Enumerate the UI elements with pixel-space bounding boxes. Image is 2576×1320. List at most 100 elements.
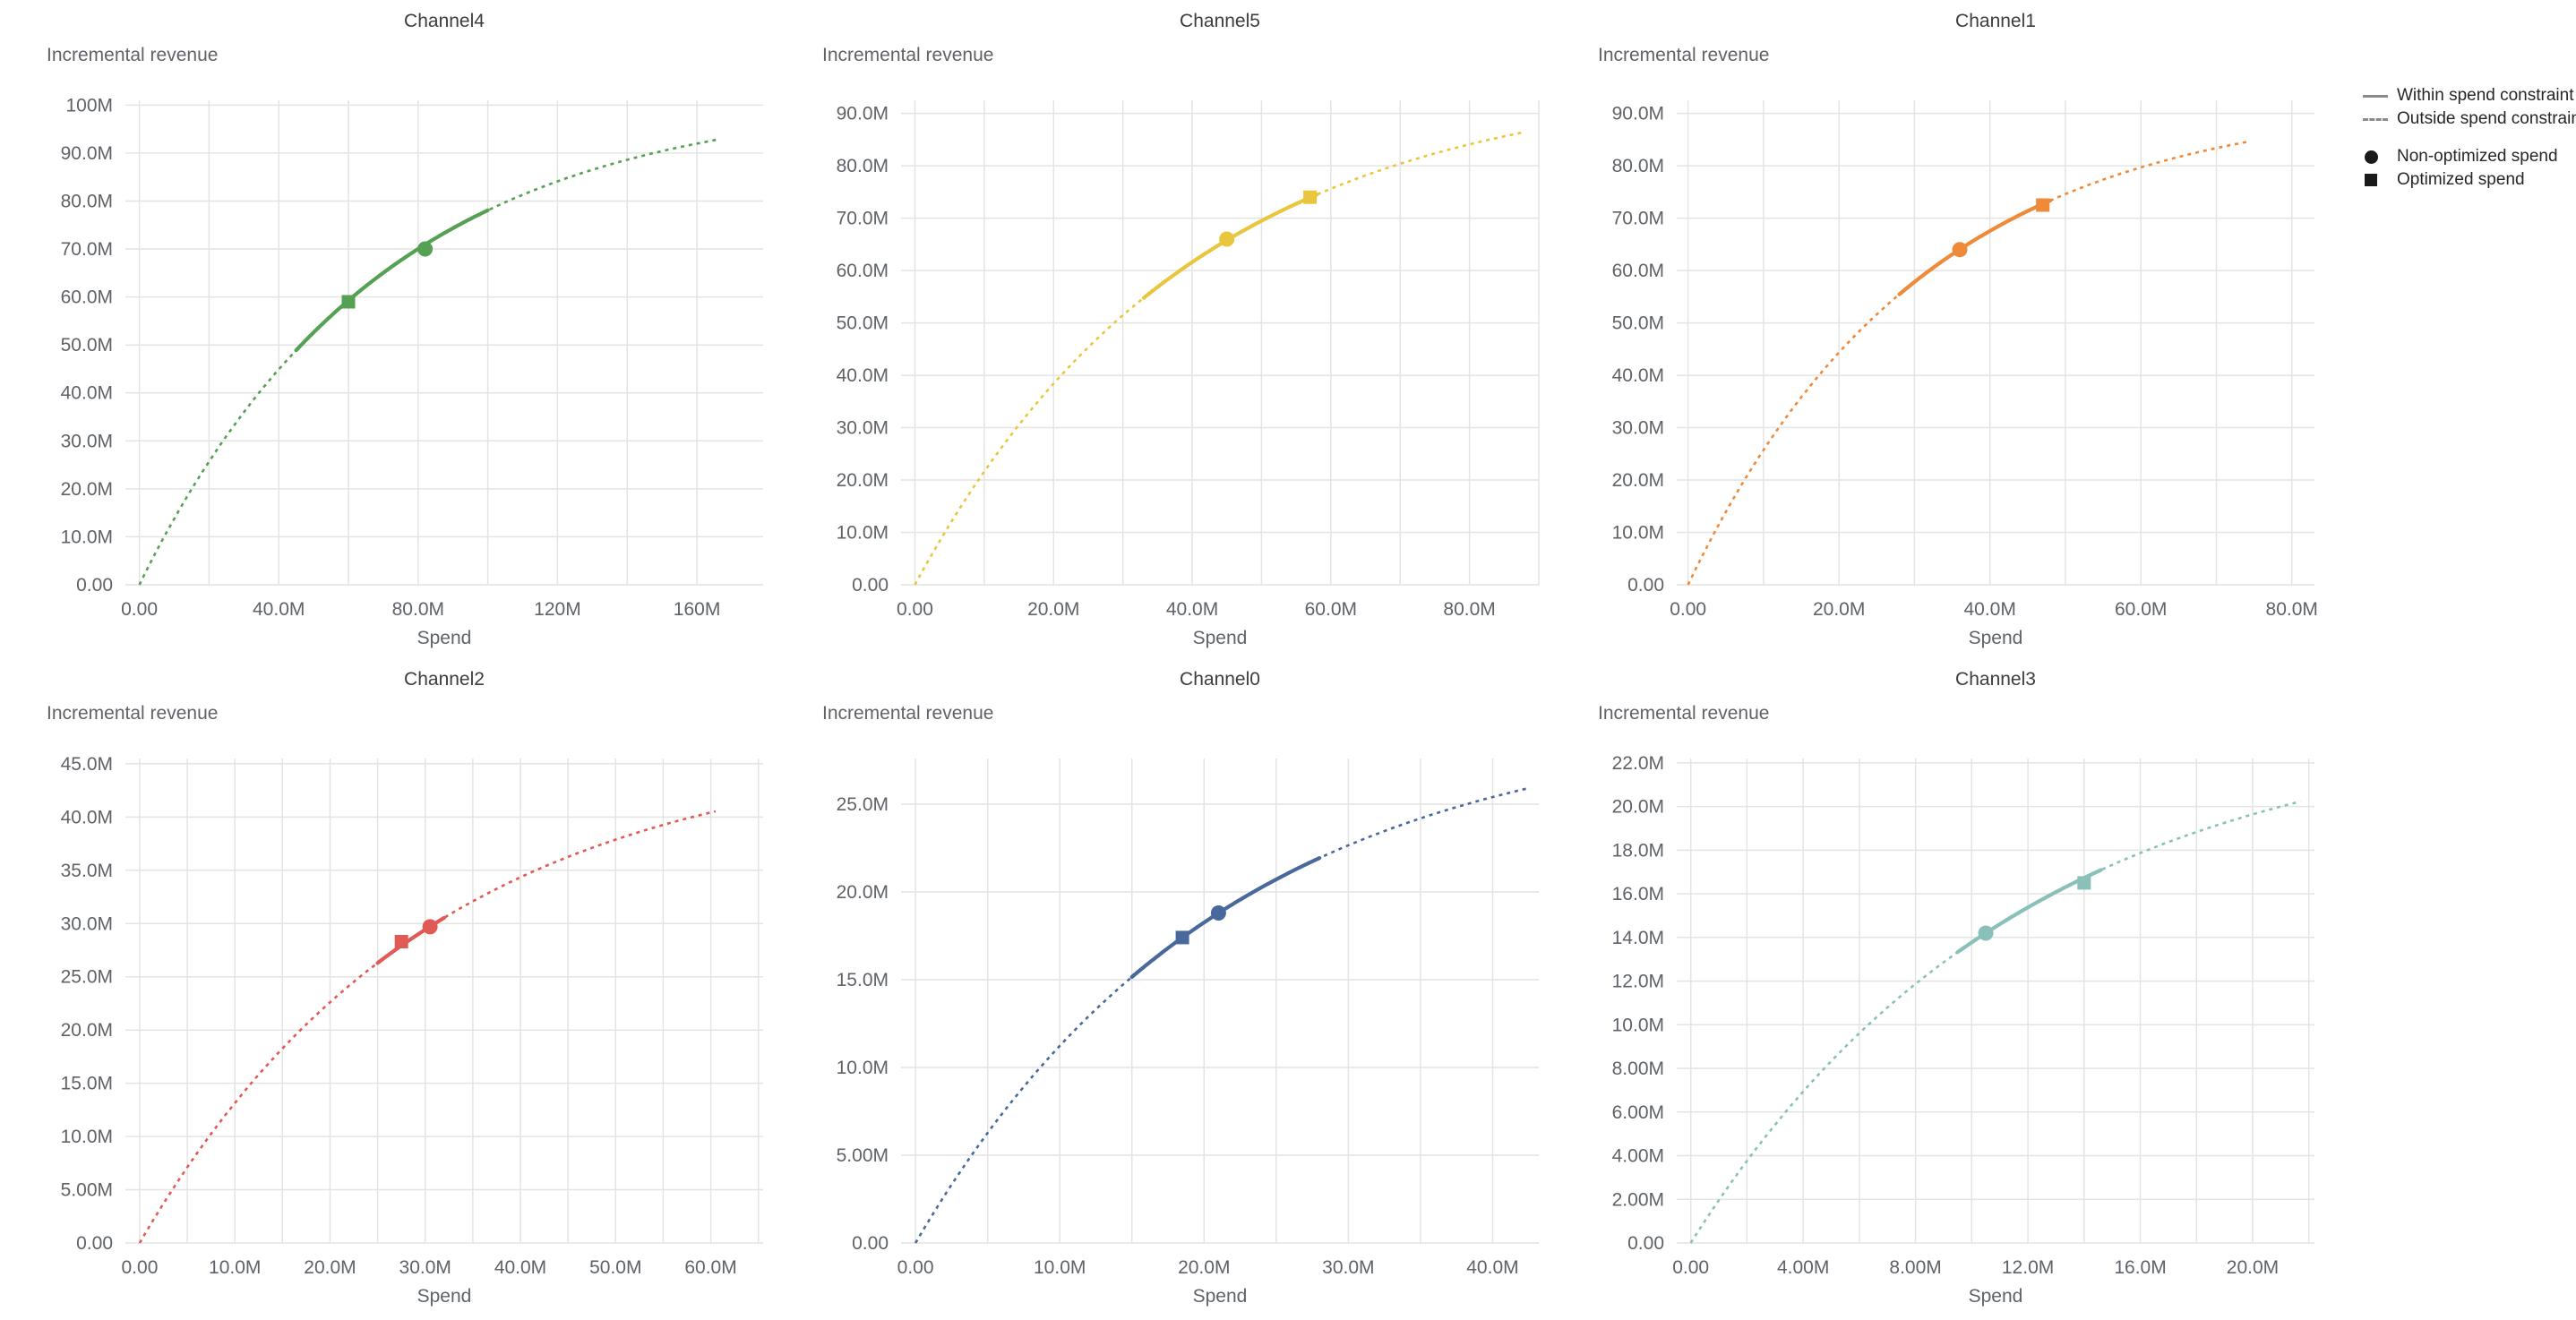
- y-tick-label: 20.0M: [837, 882, 889, 903]
- y-tick-label: 45.0M: [61, 754, 113, 775]
- optimized-spend-marker: [341, 295, 356, 309]
- y-axis-title: Incremental revenue: [1598, 45, 1769, 65]
- x-tick-label: 40.0M: [1166, 599, 1218, 620]
- legend-label: Outside spend constraint: [2397, 109, 2576, 128]
- response-curve-chart: 0.00 10.0M 20.0M 30.0M 40.0M 50.0M 60.0M 70.0M 8…: [36, 2, 797, 660]
- y-axis-title: Incremental revenue: [47, 45, 218, 65]
- response-curve-chart: 0.00 5.00M 10.0M 15.0M 20.0M 25.0M 0.00 10.0M 20…: [811, 660, 1573, 1318]
- y-tick-label: 12.0M: [1612, 972, 1664, 992]
- y-tick-label: 30.0M: [837, 418, 889, 439]
- y-tick-label: 90.0M: [61, 143, 113, 164]
- y-tick-label: 20.0M: [1612, 470, 1664, 491]
- y-tick-label: 0.00: [852, 1233, 889, 1254]
- x-tick-label: 0.00: [897, 599, 933, 620]
- response-curve-chart: 0.00 5.00M 10.0M 15.0M 20.0M 25.0M 30.0M 35.0M 4…: [36, 660, 797, 1318]
- curve-outside-constraint: [914, 786, 1529, 1244]
- non-optimized-spend-marker: [1978, 925, 1994, 941]
- legend-item-optimized: Optimized spend: [2363, 168, 2576, 192]
- curve-outside-constraint: [138, 138, 718, 586]
- chart-svg: 0.00 10.0M 20.0M 30.0M 40.0M 50.0M 60.0M 70.0M 8…: [1598, 11, 2318, 648]
- x-tick-label: 0.00: [121, 599, 158, 620]
- x-axis-title: Spend: [1969, 628, 2023, 648]
- x-tick-label: 8.00M: [1889, 1257, 1941, 1278]
- y-tick-label: 20.0M: [1612, 797, 1664, 818]
- x-tick-label: 0.00: [122, 1257, 159, 1278]
- y-tick-label: 70.0M: [1612, 209, 1664, 229]
- x-tick-label: 40.0M: [494, 1257, 546, 1278]
- curve-within-constraint: [1141, 193, 1319, 300]
- x-tick-label: 0.00: [897, 1257, 934, 1278]
- x-tick-label: 60.0M: [684, 1257, 736, 1278]
- x-tick-label: 80.0M: [2266, 599, 2318, 620]
- curve-within-constraint: [294, 208, 490, 353]
- y-tick-label: 8.00M: [1612, 1059, 1664, 1079]
- y-tick-label: 2.00M: [1612, 1189, 1664, 1210]
- chart-title: Channel2: [404, 669, 485, 690]
- y-tick-label: 80.0M: [1612, 156, 1664, 176]
- y-tick-label: 10.0M: [61, 527, 113, 547]
- charts-row-1: 0.00 10.0M 20.0M 30.0M 40.0M 50.0M 60.0M 70.0M 8…: [36, 2, 2576, 660]
- x-tick-label: 40.0M: [253, 599, 305, 620]
- y-tick-label: 10.0M: [837, 1058, 889, 1078]
- y-tick-label: 15.0M: [837, 970, 889, 990]
- y-tick-label: 10.0M: [1612, 1015, 1664, 1035]
- y-tick-label: 30.0M: [61, 913, 113, 934]
- y-tick-label: 50.0M: [1612, 313, 1664, 334]
- y-axis-title: Incremental revenue: [1598, 703, 1769, 724]
- optimized-spend-marker: [1303, 190, 1318, 204]
- y-tick-label: 5.00M: [61, 1180, 113, 1201]
- legend-label: Optimized spend: [2397, 170, 2525, 189]
- y-tick-label: 16.0M: [1612, 884, 1664, 904]
- optimized-spend-marker: [2036, 198, 2050, 212]
- legend-label: Within spend constraint: [2397, 86, 2574, 105]
- legend-item-within-constraint: Within spend constraint: [2363, 84, 2576, 107]
- y-tick-label: 35.0M: [61, 861, 113, 881]
- y-tick-label: 100M: [65, 95, 113, 116]
- chart-title: Channel3: [1955, 669, 2036, 690]
- y-tick-label: 14.0M: [1612, 928, 1664, 948]
- y-tick-label: 40.0M: [61, 807, 113, 827]
- x-tick-label: 16.0M: [2114, 1257, 2166, 1278]
- y-tick-label: 10.0M: [837, 523, 889, 544]
- y-tick-label: 0.00: [76, 1233, 113, 1254]
- response-curve-chart: 0.00 2.00M 4.00M 6.00M 8.00M 10.0M 12.0M 14.0M 1…: [1587, 660, 2348, 1318]
- chart-svg: 0.00 2.00M 4.00M 6.00M 8.00M 10.0M 12.0M 14.0M 1…: [1598, 669, 2314, 1307]
- chart-title: Channel5: [1180, 11, 1260, 31]
- non-optimized-spend-marker: [1210, 905, 1226, 921]
- y-tick-label: 22.0M: [1612, 753, 1664, 774]
- y-tick-label: 80.0M: [61, 191, 113, 211]
- circle-marker-icon: [2365, 150, 2378, 164]
- response-curve-chart: 0.00 10.0M 20.0M 30.0M 40.0M 50.0M 60.0M 70.0M 8…: [811, 2, 1573, 660]
- y-tick-label: 90.0M: [837, 104, 889, 124]
- chart-title: Channel0: [1180, 669, 1260, 690]
- x-tick-label: 10.0M: [1034, 1257, 1086, 1278]
- x-tick-label: 80.0M: [1443, 599, 1495, 620]
- chart-svg: 0.00 5.00M 10.0M 15.0M 20.0M 25.0M 30.0M 35.0M 4…: [47, 669, 763, 1307]
- chart-svg: 0.00 10.0M 20.0M 30.0M 40.0M 50.0M 60.0M 70.0M 8…: [47, 11, 763, 648]
- y-tick-label: 20.0M: [61, 1020, 113, 1041]
- optimized-spend-marker: [2077, 876, 2091, 890]
- y-tick-label: 10.0M: [1612, 523, 1664, 544]
- curve-outside-constraint: [1687, 141, 2247, 586]
- legend: Within spend constraint Outside spend co…: [2363, 2, 2576, 192]
- y-tick-label: 60.0M: [837, 261, 889, 281]
- dashed-line-icon: [2363, 117, 2388, 121]
- y-tick-label: 25.0M: [61, 967, 113, 988]
- legend-label: Non-optimized spend: [2397, 147, 2558, 166]
- y-axis-title: Incremental revenue: [47, 703, 218, 724]
- chart-title: Channel1: [1955, 11, 2036, 31]
- x-tick-label: 0.00: [1672, 1257, 1709, 1278]
- y-tick-label: 15.0M: [61, 1074, 113, 1094]
- non-optimized-spend-marker: [1219, 231, 1235, 247]
- y-tick-label: 5.00M: [837, 1145, 889, 1166]
- square-marker-icon: [2365, 174, 2377, 186]
- non-optimized-spend-marker: [422, 919, 438, 935]
- x-tick-label: 40.0M: [1963, 599, 2015, 620]
- x-tick-label: 20.0M: [304, 1257, 356, 1278]
- y-tick-label: 80.0M: [837, 156, 889, 176]
- legend-separator: [2363, 131, 2576, 145]
- x-tick-label: 12.0M: [2002, 1257, 2054, 1278]
- y-tick-label: 25.0M: [837, 794, 889, 815]
- y-tick-label: 30.0M: [1612, 418, 1664, 439]
